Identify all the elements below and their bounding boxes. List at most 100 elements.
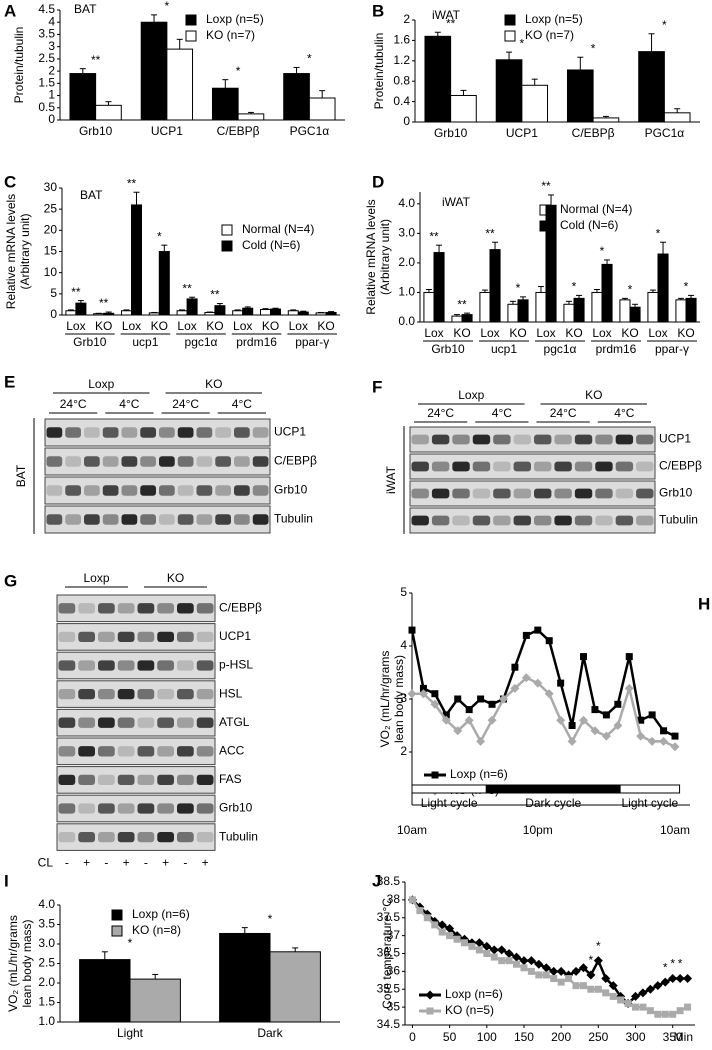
bar [591,291,603,323]
legend-label: Loxp (n=6) [132,907,190,921]
marker [408,896,416,904]
y-tick-label: 4 [48,14,55,28]
blot-band [411,488,429,499]
blot-band [234,485,250,496]
significance: ** [457,297,467,311]
y-tick-label: 25 [44,201,58,215]
significance: * [520,36,525,50]
blot-band [431,515,450,526]
blot-band [157,688,174,700]
marker [684,1003,692,1011]
bar [79,959,131,1023]
marker [534,959,544,969]
blot-band [117,660,135,671]
bar [158,251,170,316]
marker [580,653,588,661]
condition-label: 24°C [60,397,87,411]
legend-label: Cold (N=6) [242,238,300,252]
marker [550,975,558,983]
condition-label: 24°C [172,397,199,411]
y-tick-label: 20 [44,223,58,237]
bar [166,48,194,121]
blot-band [452,515,470,526]
bar [242,307,254,316]
legend-label: Cold (N=6) [560,218,618,232]
treatment-label: CL [38,856,54,870]
panel-letter: E [4,372,15,391]
marker [568,722,576,729]
marker [579,715,589,725]
marker [416,907,424,915]
marker [639,1003,647,1011]
bar [601,263,613,323]
significance: * [165,0,170,13]
blot-band [534,488,552,499]
bar [545,204,557,323]
blot-strip [409,507,656,534]
marker [660,977,670,987]
blot-band [177,717,194,728]
marker [549,966,559,976]
y-axis-label: lean body mass) [20,919,34,1007]
blot-band [615,461,634,472]
blot-strip [44,418,271,447]
x-tick-label: UCP1 [506,126,538,140]
marker [648,711,656,719]
y-tick-label: 2.5 [38,956,55,970]
marker [497,945,507,955]
blot-band [493,515,511,526]
blot-band [78,746,95,757]
marker [487,715,497,725]
significance: ** [182,281,192,295]
marker [438,928,446,936]
blot-band [513,488,531,499]
treatment-sign: + [123,856,130,870]
blot-band [121,485,138,496]
bar [433,252,445,323]
x-tick-label: 100 [477,1030,497,1044]
bar [325,311,337,316]
blot-band [534,515,552,526]
legend-swatch [111,909,123,921]
x-tick-label: Dark [257,1026,283,1040]
blot-band [84,427,100,438]
blot-band [177,514,194,525]
marker [431,771,439,779]
bar [424,35,452,123]
marker [591,706,599,714]
marker [454,695,462,703]
bar [489,249,501,323]
blot-band [58,603,76,614]
marker [653,981,663,991]
blot-band [102,485,119,496]
bar [186,298,198,316]
significance: * [128,936,133,950]
blot-band [177,774,194,786]
group-label: KO [205,377,222,391]
cycle-label: Light cycle [421,796,478,810]
y-axis-label: Relative mRNA levels [4,194,18,309]
blot-band [196,631,214,643]
condition-label: 24°C [550,406,577,420]
marker [468,942,476,950]
group-label: ucp1 [132,335,158,349]
marker [669,1010,677,1018]
condition-label: 4°C [492,406,512,420]
series-line [410,628,676,738]
blot-band [472,434,491,445]
blot-band [58,660,76,671]
y-axis-label: Protein/tubulin [12,27,26,104]
marker [426,1007,434,1015]
blot-band [78,774,95,786]
blot-band [58,746,76,757]
blot-band [252,456,269,467]
marker [442,711,450,719]
blot-band [534,434,552,445]
blot-band [595,434,613,445]
bar [573,297,585,323]
marker [522,631,530,639]
blot-band [431,488,450,499]
legend-label: Loxp (n=5) [206,12,264,26]
bar [211,87,239,121]
bar [120,310,132,316]
